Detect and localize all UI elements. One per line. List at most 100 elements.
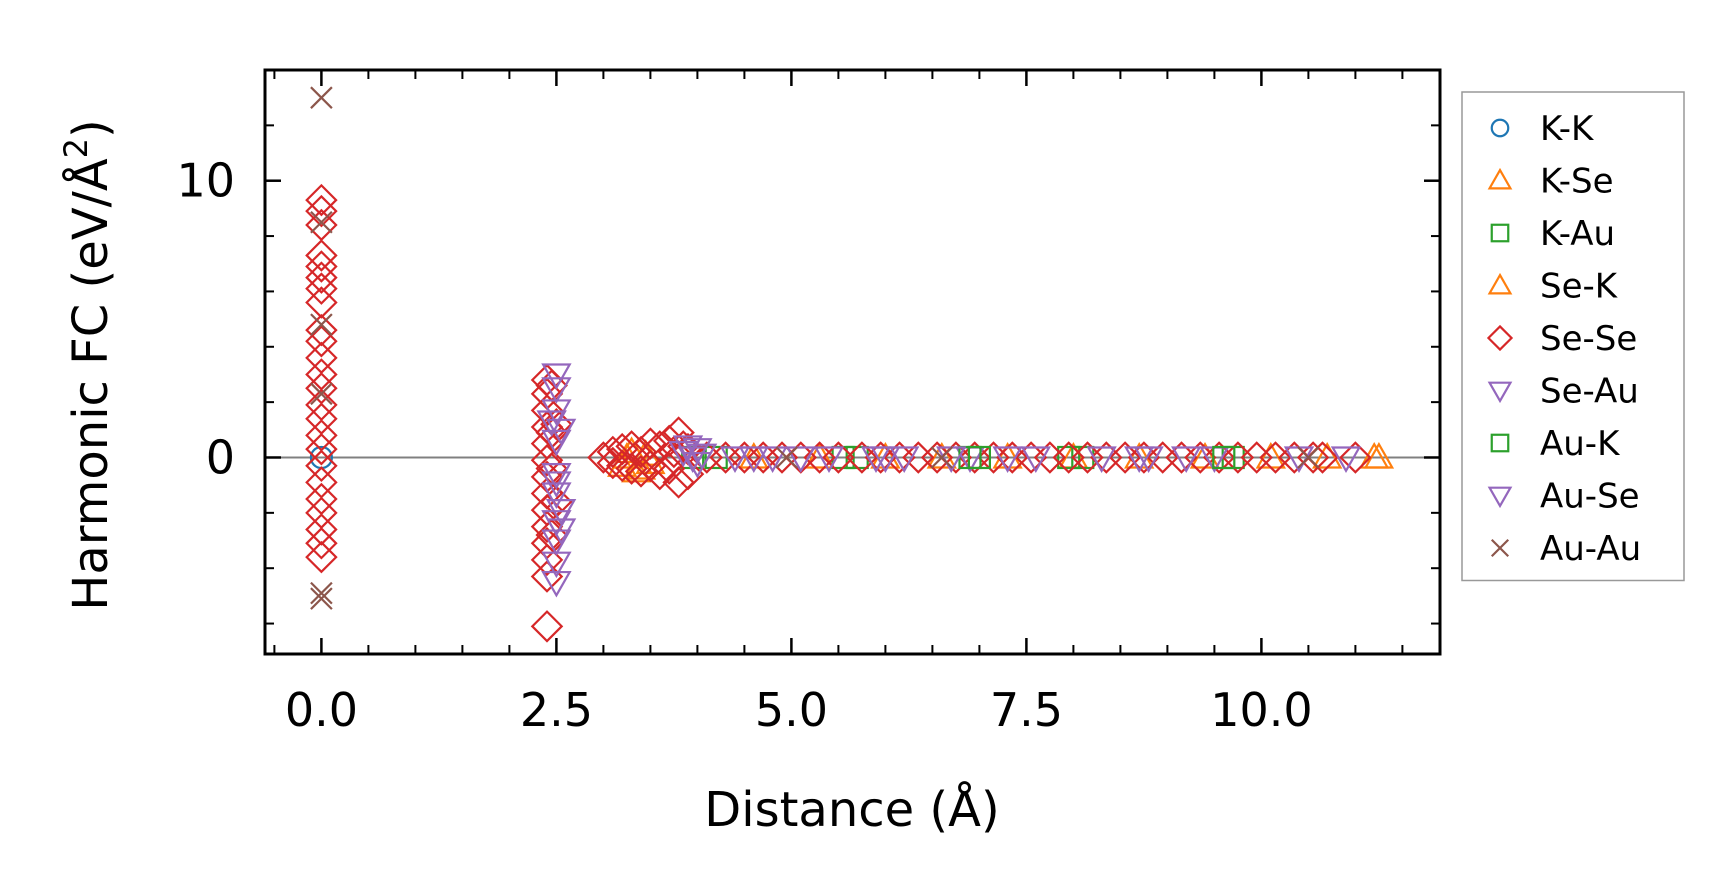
data-point (305, 272, 338, 305)
data-point (870, 446, 901, 474)
plot-frame (263, 68, 1442, 656)
data-point (785, 446, 816, 474)
legend-marker (1487, 381, 1513, 404)
data-point (305, 313, 338, 347)
legend-entry-au-au: Au-Au (1490, 529, 1641, 569)
data-point (596, 435, 630, 469)
x-tick-label: 0.0 (285, 683, 358, 737)
data-point (662, 466, 695, 499)
data-point (305, 540, 338, 574)
y-axis-title-main: Harmonic FC (eV/Å (62, 158, 119, 611)
data-point (310, 86, 333, 109)
series-au-au (310, 86, 1320, 610)
data-point (310, 382, 333, 406)
plot-contents (265, 86, 1440, 643)
data-point (822, 441, 855, 474)
data-point (671, 457, 705, 491)
legend-label: Se-Au (1540, 372, 1639, 412)
data-point (967, 445, 992, 470)
data-point (1171, 446, 1202, 474)
legend-label: Au-K (1540, 424, 1621, 464)
data-point (1086, 446, 1117, 474)
data-point (813, 446, 845, 474)
data-point (930, 446, 954, 469)
data-point (305, 432, 338, 466)
data-point (686, 443, 718, 471)
legend-label: K-Se (1540, 162, 1614, 202)
legend-marker (1487, 486, 1513, 509)
legend-marker (1486, 324, 1514, 352)
data-point (310, 587, 333, 610)
legend-entry-k-k: K-K (1490, 109, 1595, 149)
data-point (541, 529, 572, 557)
data-point (305, 250, 338, 283)
data-point (624, 435, 658, 469)
data-point (1339, 441, 1372, 474)
y-tick-label: 0 (206, 430, 235, 484)
legend-marker (1490, 223, 1510, 243)
data-point (1297, 446, 1320, 469)
data-point (668, 440, 699, 468)
data-point (541, 570, 572, 598)
data-point (738, 446, 769, 474)
legend-label: Au-Se (1540, 477, 1640, 517)
data-point (541, 482, 572, 509)
data-point (530, 610, 564, 643)
data-point (889, 446, 920, 474)
data-point (738, 441, 769, 469)
data-point (305, 324, 338, 358)
legend-entry-k-au: K-Au (1490, 214, 1615, 254)
x-tick-label: 7.5 (990, 683, 1063, 737)
legend-label: K-Au (1540, 214, 1615, 254)
data-point (587, 441, 620, 474)
data-point (775, 446, 798, 469)
data-point (541, 471, 572, 498)
data-point (310, 313, 333, 336)
data-point (305, 183, 338, 217)
data-point (541, 377, 572, 404)
legend-entry-se-se: Se-Se (1486, 319, 1637, 359)
data-point (541, 429, 572, 457)
data-point (596, 446, 630, 480)
data-point (1330, 446, 1362, 474)
axes: 0.0 2.5 5.0 7.5 10.0 0 10 (176, 68, 1442, 737)
y-tick-label: 10 (176, 154, 235, 208)
legend-label: Au-Au (1540, 529, 1641, 569)
legend: K-K K-Se K-Au Se-K Se-Se Se-Au Au-K Au-Se Au-Au (1461, 91, 1685, 582)
data-point (615, 430, 648, 463)
data-point (682, 438, 713, 465)
legend-entry-k-se: K-Se (1487, 162, 1614, 202)
legend-entry-se-au: Se-Au (1487, 372, 1639, 412)
data-point (536, 410, 567, 438)
data-point (615, 452, 648, 485)
legend-label: Se-K (1540, 267, 1619, 307)
legend-entry-se-k: Se-K (1487, 267, 1619, 307)
data-point (1124, 446, 1155, 474)
data-point (624, 455, 658, 488)
data-point (310, 581, 333, 605)
data-point (545, 518, 577, 545)
data-point (305, 513, 338, 546)
data-point (992, 446, 1023, 474)
legend-marker (1487, 272, 1513, 295)
data-point (1212, 445, 1236, 470)
y-axis-title: Harmonic FC (eV/Å2) (57, 119, 119, 611)
data-point (634, 427, 667, 460)
x-tick-label: 5.0 (755, 683, 828, 737)
legend-marker (1490, 118, 1510, 138)
data-point (1057, 445, 1081, 470)
data-point (305, 449, 338, 483)
data-point (305, 239, 338, 272)
data-point (530, 510, 564, 543)
plot-area (265, 86, 1440, 643)
legend-marker (1490, 538, 1510, 558)
y-axis-title-superscript: 2 (57, 138, 95, 158)
legend-marker (1490, 433, 1510, 453)
data-point (643, 457, 677, 491)
data-point (310, 210, 333, 234)
legend-label: K-K (1540, 109, 1595, 149)
x-tick-label: 2.5 (520, 683, 593, 737)
x-tick-label: 10.0 (1210, 683, 1312, 737)
data-point (305, 261, 338, 294)
